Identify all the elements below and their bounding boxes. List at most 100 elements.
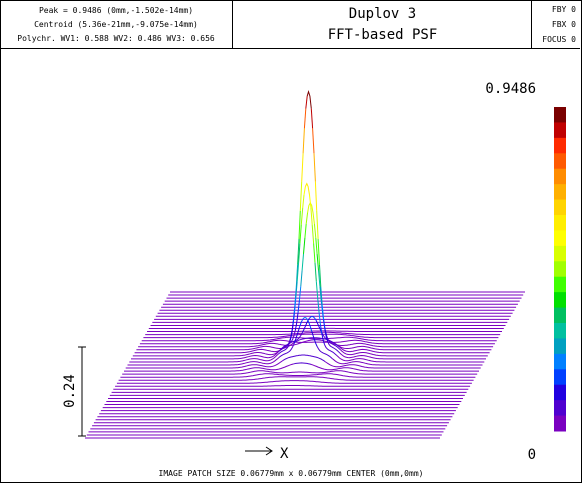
surface-line	[299, 181, 303, 211]
surface-line	[310, 363, 479, 372]
surface-line	[316, 346, 333, 359]
wavelength-info: Polychr. WV1: 0.588 WV2: 0.486 WV3: 0.65…	[17, 34, 215, 43]
surface-line	[305, 96, 308, 109]
surface-line	[323, 319, 326, 330]
colorbar-segment	[554, 199, 566, 216]
header: Peak = 0.9486 (0mm,-1.502e-14mm) Centroi…	[0, 0, 580, 49]
surface-line	[145, 331, 501, 336]
surface-line	[127, 357, 280, 366]
surface-line	[116, 380, 472, 384]
surface-line	[298, 243, 301, 263]
surface-line	[311, 339, 322, 341]
colorbar-segment	[554, 261, 566, 278]
colorbar-segment	[554, 307, 566, 324]
surface-line	[318, 312, 321, 325]
surface-line	[296, 262, 300, 282]
surface-line	[324, 344, 338, 356]
surface-line	[317, 238, 320, 265]
surface-line	[278, 343, 295, 358]
surface-line	[118, 376, 474, 381]
focus-info: FOCUS 0	[542, 35, 576, 44]
colorbar-segment	[554, 184, 566, 201]
scale-bar-label: 0.24	[62, 374, 78, 408]
fbx-info: FBX 0	[551, 20, 576, 29]
lens-title: Duplov 3	[348, 6, 417, 22]
surface-line	[340, 349, 488, 357]
surface-line	[277, 339, 291, 355]
colorbar-segment	[554, 353, 566, 370]
surface-line	[303, 316, 309, 321]
surface-line	[320, 286, 323, 306]
surface-line	[143, 333, 499, 339]
colorbar-segment	[554, 153, 566, 170]
surface-line	[309, 315, 317, 321]
surface-line	[129, 353, 279, 363]
surface-line	[293, 362, 312, 365]
surface-line	[122, 370, 478, 375]
surface-line	[292, 312, 295, 325]
colorbar-segment	[554, 137, 566, 154]
surface-line	[304, 182, 310, 195]
surface-line	[313, 153, 316, 182]
surface-line	[331, 358, 483, 366]
surface-line	[309, 194, 312, 209]
surface-line	[295, 264, 299, 288]
surface-line	[297, 300, 300, 313]
footer-caption: IMAGE PATCH SIZE 0.06779mm x 0.06779mm C…	[158, 469, 424, 478]
surface-line	[299, 224, 302, 244]
surface-line	[124, 363, 294, 372]
surface-line	[300, 207, 304, 225]
surface-line	[307, 201, 315, 224]
surface-line	[298, 286, 302, 301]
colorbar-segment	[554, 400, 566, 417]
surface-line	[324, 361, 481, 369]
surface-line	[334, 342, 492, 351]
surface-line	[289, 324, 294, 341]
surface-line	[132, 348, 282, 357]
surface-line	[314, 181, 318, 211]
surface-line	[319, 264, 322, 288]
surface-line	[300, 270, 303, 287]
surface-line	[321, 333, 325, 345]
surface-line	[297, 238, 300, 265]
surface-line	[303, 237, 306, 254]
surface-line	[310, 207, 313, 225]
surface-line	[136, 341, 295, 351]
surface-line	[120, 373, 476, 378]
surface-line	[339, 346, 490, 354]
surface-line	[298, 210, 301, 240]
surface-line	[310, 108, 314, 129]
surface-line	[304, 223, 307, 239]
surface-line	[294, 298, 297, 313]
surface-line	[321, 305, 325, 320]
colorbar-segment	[554, 215, 566, 231]
surface-line	[134, 345, 287, 354]
surface-line	[315, 237, 318, 254]
surface-line	[319, 324, 323, 334]
colorbar-segment	[554, 338, 566, 355]
colorbar-segment	[554, 415, 566, 432]
surface-line	[316, 210, 319, 240]
surface-line	[141, 336, 497, 342]
colorbar-segment	[554, 122, 566, 139]
surface-line	[282, 354, 326, 363]
x-axis-indicator: X	[245, 446, 289, 462]
colorbar-segment	[554, 369, 566, 386]
colorbar-segment	[554, 384, 566, 401]
surface-line	[303, 108, 307, 129]
colorbar	[554, 107, 566, 432]
surface-line	[294, 312, 299, 331]
surface-line	[131, 351, 279, 360]
psf-surface-plot: 0.24 X 0.9486 0	[62, 81, 566, 463]
surface-line	[313, 223, 317, 239]
scale-bar: 0.24	[62, 346, 86, 437]
surface-line	[311, 331, 318, 348]
surface-line	[302, 128, 305, 154]
surface-line	[314, 262, 317, 282]
surface-line	[299, 317, 305, 328]
colorbar-segment	[554, 276, 566, 293]
surface-mesh	[85, 89, 525, 439]
surface-line	[311, 224, 315, 244]
surface-line	[318, 270, 321, 287]
surface-line	[313, 243, 316, 263]
